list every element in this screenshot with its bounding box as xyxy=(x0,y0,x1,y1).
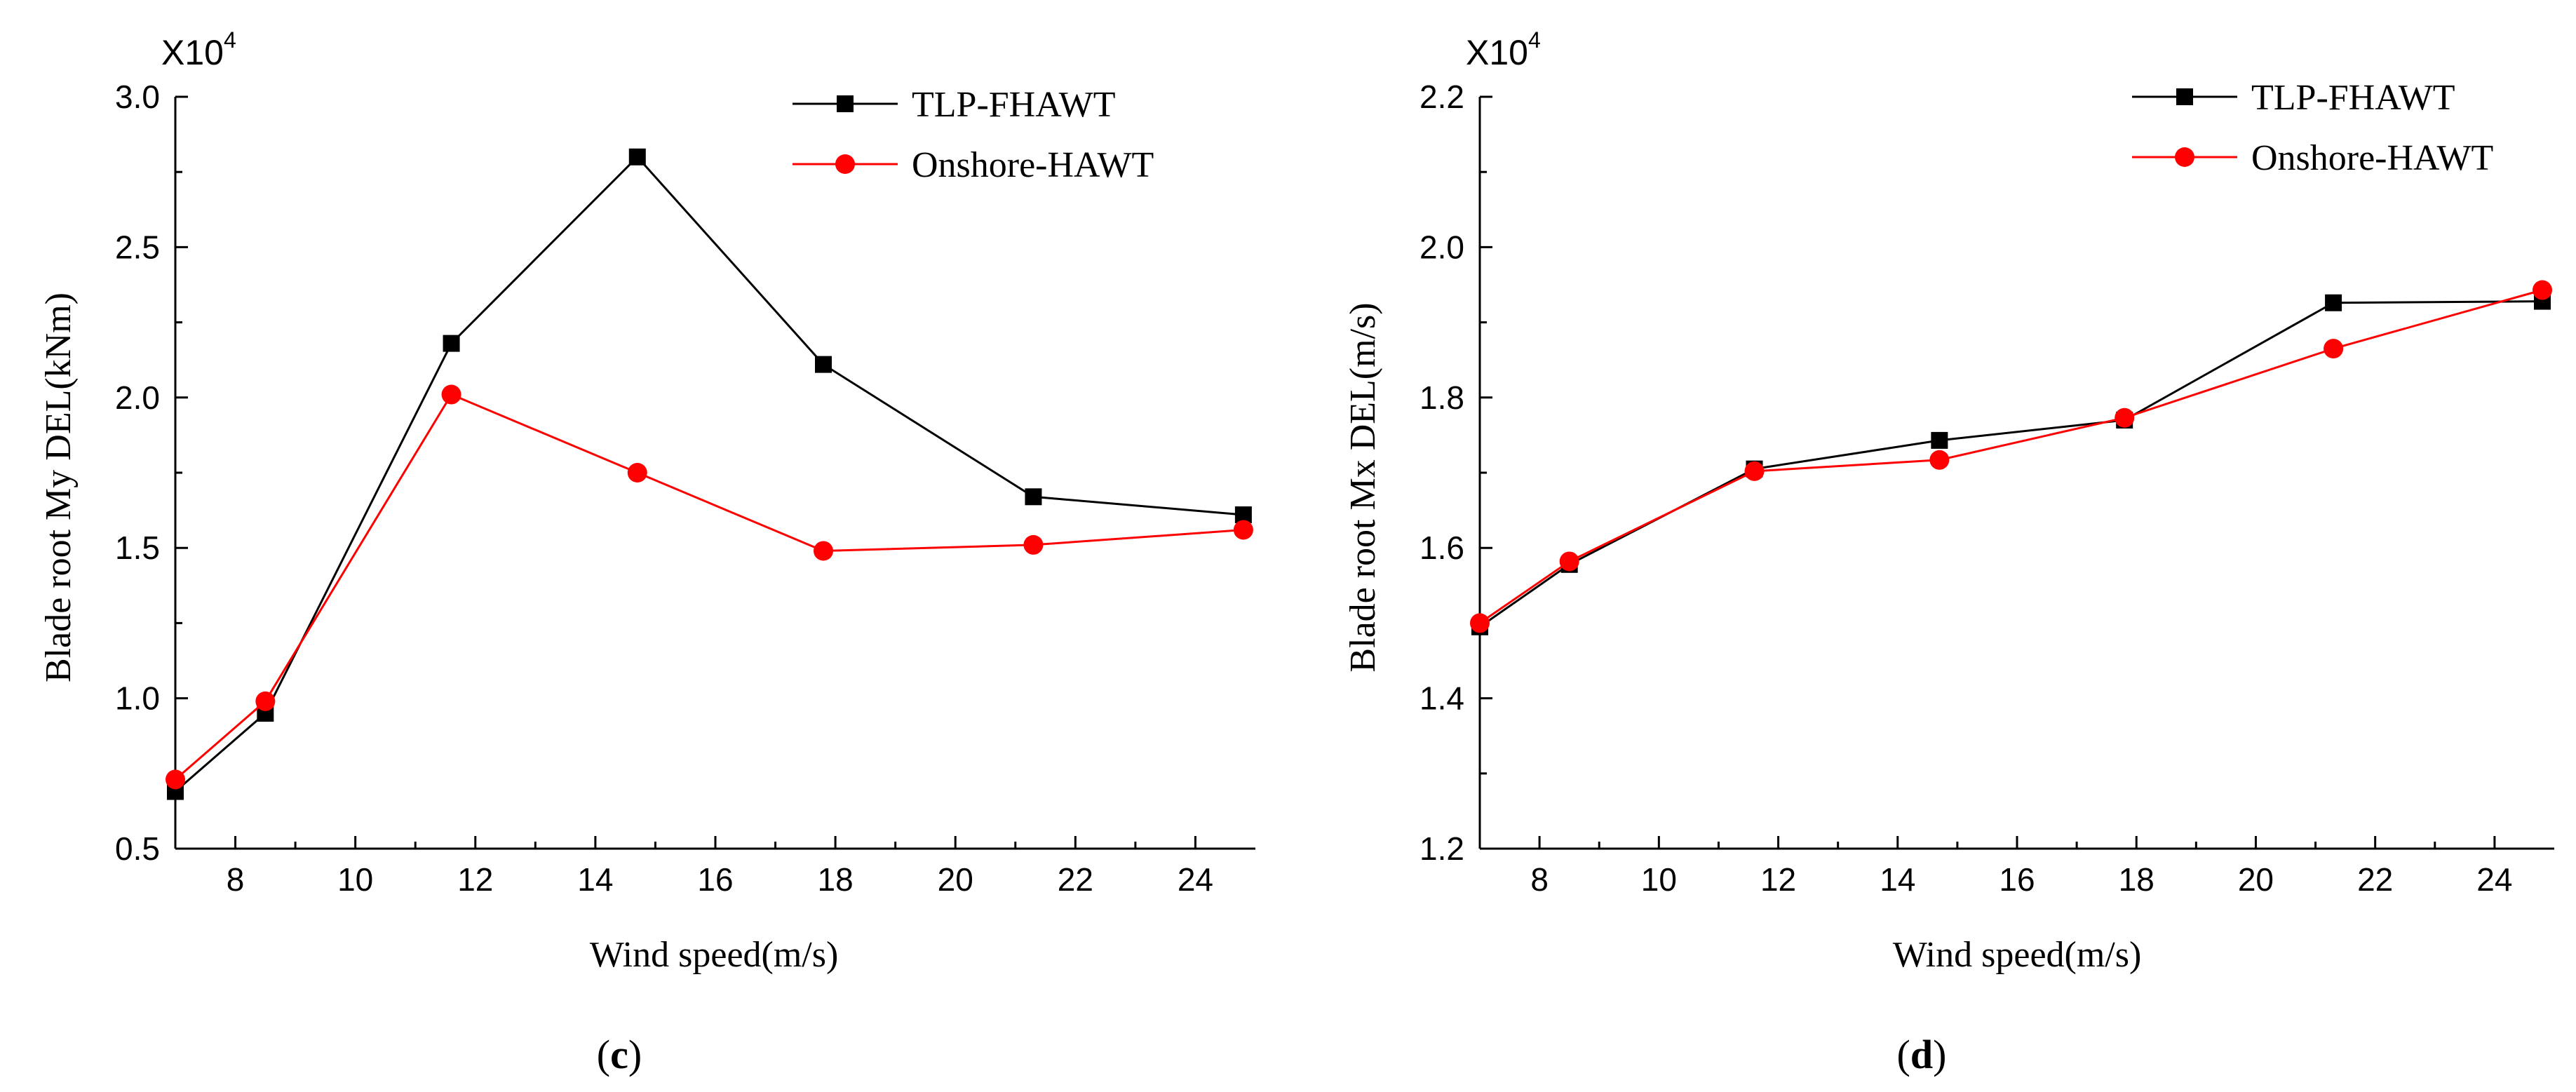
data-point-onshore-hawt-c xyxy=(255,691,276,711)
x-tick-label-c: 20 xyxy=(938,861,973,898)
chart-panel-c: 0.5 1.0 1.5 2.0 2.5 3.0 8 10 12 14 16 18 20 22 24 TLP-F… xyxy=(39,27,1255,1077)
data-point-tlp-fhawt-c xyxy=(628,148,646,166)
x-tick-label-c: 22 xyxy=(1058,861,1093,898)
legend-marker-tlp-fhawt-c xyxy=(837,95,854,112)
plot-area-c: 0.5 1.0 1.5 2.0 2.5 3.0 8 10 12 14 16 18 20 22 24 TLP-F… xyxy=(115,79,1255,898)
x-tick-label-c: 24 xyxy=(1178,861,1213,898)
data-point-tlp-fhawt-d xyxy=(1931,431,1948,449)
chart-panel-d: 1.2 1.4 1.6 1.8 2.0 2.2 8 10 12 14 16 18 20 22 24 TLP-F… xyxy=(1343,27,2554,1077)
x-axis-title-c: Wind speed(m/s) xyxy=(590,935,839,975)
x-tick-label-c: 16 xyxy=(697,861,733,898)
data-point-onshore-hawt-c xyxy=(627,463,647,483)
data-point-onshore-hawt-d xyxy=(2532,280,2552,300)
x-tick-label-d: 22 xyxy=(2357,861,2393,898)
x-tick-label-d: 10 xyxy=(1641,861,1677,898)
legend-marker-onshore-hawt-d xyxy=(2175,147,2194,167)
series-line-onshore-hawt-c xyxy=(175,393,1244,781)
x-tick-label-d: 20 xyxy=(2238,861,2274,898)
data-point-onshore-hawt-d xyxy=(2115,407,2135,428)
series-line-onshore-hawt-d xyxy=(1479,289,2543,624)
data-point-tlp-fhawt-c xyxy=(815,356,832,373)
x-tick-label-c: 10 xyxy=(337,861,373,898)
data-point-tlp-fhawt-c xyxy=(443,335,460,352)
y-axis-title-c: Blade root My DEL(kNm) xyxy=(39,292,79,682)
data-point-onshore-hawt-d xyxy=(1744,461,1765,481)
legend-label-tlp-fhawt-d: TLP-FHAWT xyxy=(2251,78,2455,118)
series-line-tlp-fhawt-d xyxy=(1479,300,2543,628)
y-tick-label-c: 2.0 xyxy=(115,379,160,416)
legend-label-tlp-fhawt-c: TLP-FHAWT xyxy=(912,85,1115,125)
legend-marker-tlp-fhawt-d xyxy=(2176,88,2193,105)
y-tick-label-c: 0.5 xyxy=(115,830,160,867)
data-point-tlp-fhawt-c xyxy=(1025,488,1042,506)
caption-c: (c) xyxy=(597,1032,642,1077)
x-tick-label-c: 14 xyxy=(577,861,613,898)
x-tick-label-d: 18 xyxy=(2119,861,2154,898)
y-tick-label-d: 1.6 xyxy=(1420,530,1464,566)
legend-marker-onshore-hawt-c xyxy=(835,154,855,174)
data-point-onshore-hawt-c xyxy=(1023,534,1044,555)
y-tick-label-d: 2.0 xyxy=(1420,229,1464,265)
legend-label-onshore-hawt-c: Onshore-HAWT xyxy=(912,145,1154,185)
data-point-onshore-hawt-c xyxy=(814,541,833,561)
y-axis-title-d: Blade root Mx DEL(m/s) xyxy=(1343,302,1383,672)
scale-factor-d: X104 xyxy=(1466,27,1541,72)
data-point-onshore-hawt-c xyxy=(441,384,461,405)
data-point-onshore-hawt-d xyxy=(2324,339,2344,359)
x-axis-title-d: Wind speed(m/s) xyxy=(1893,935,2142,975)
data-point-onshore-hawt-d xyxy=(1559,551,1579,572)
x-tick-label-d: 12 xyxy=(1760,861,1796,898)
y-tick-label-c: 1.5 xyxy=(115,530,160,566)
x-tick-label-d: 16 xyxy=(1999,861,2035,898)
x-tick-label-d: 8 xyxy=(1530,861,1549,898)
y-tick-label-d: 1.8 xyxy=(1420,379,1464,416)
y-tick-label-d: 1.4 xyxy=(1420,680,1464,717)
x-tick-label-c: 18 xyxy=(818,861,854,898)
data-point-onshore-hawt-c xyxy=(1233,520,1253,540)
x-tick-label-d: 24 xyxy=(2476,861,2512,898)
scale-factor-c: X104 xyxy=(161,27,236,72)
legend-label-onshore-hawt-d: Onshore-HAWT xyxy=(2251,138,2493,178)
data-point-tlp-fhawt-d xyxy=(2325,294,2342,311)
y-tick-label-c: 2.5 xyxy=(115,229,160,265)
x-tick-label-c: 8 xyxy=(227,861,245,898)
x-tick-label-c: 12 xyxy=(457,861,493,898)
y-tick-label-d: 1.2 xyxy=(1420,830,1464,867)
x-tick-label-d: 14 xyxy=(1880,861,1915,898)
y-tick-label-c: 1.0 xyxy=(115,680,160,717)
data-point-onshore-hawt-d xyxy=(1470,613,1490,633)
y-tick-label-c: 3.0 xyxy=(115,79,160,115)
plot-area-d: 1.2 1.4 1.6 1.8 2.0 2.2 8 10 12 14 16 18 20 22 24 TLP-F… xyxy=(1420,78,2554,898)
series-line-tlp-fhawt-c xyxy=(175,155,1244,793)
y-tick-label-d: 2.2 xyxy=(1420,79,1464,115)
data-point-onshore-hawt-d xyxy=(1929,450,1950,470)
data-point-onshore-hawt-c xyxy=(166,769,185,790)
caption-d: (d) xyxy=(1897,1032,1947,1077)
